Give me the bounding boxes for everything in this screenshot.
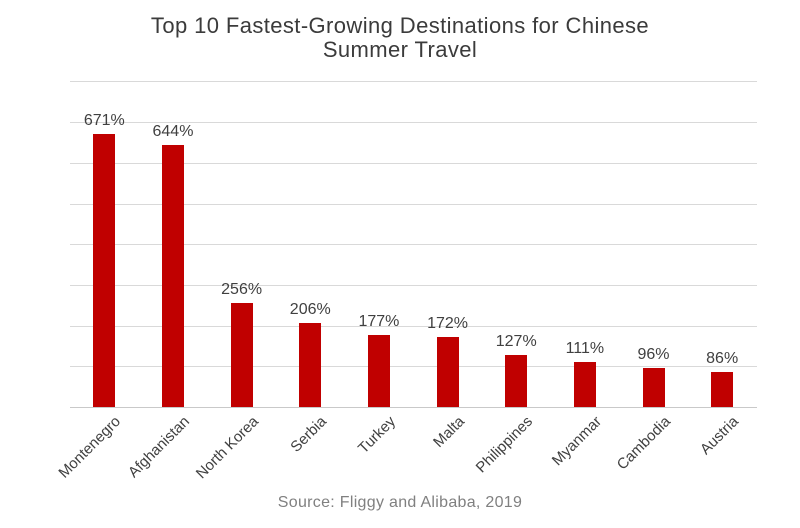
chart-title: Top 10 Fastest-Growing Destinations for … bbox=[0, 14, 800, 62]
bar-serbia bbox=[299, 323, 322, 407]
chart-title-line1: Top 10 Fastest-Growing Destinations for … bbox=[150, 13, 650, 38]
x-axis-line bbox=[70, 407, 757, 408]
gridline bbox=[70, 284, 757, 286]
value-label: 172% bbox=[427, 314, 469, 332]
gridline bbox=[70, 366, 757, 368]
bar-turkey bbox=[367, 334, 390, 407]
gridline bbox=[70, 244, 757, 246]
value-label: 256% bbox=[221, 280, 263, 298]
value-label: 177% bbox=[358, 312, 400, 330]
bar-myanmar bbox=[573, 361, 596, 407]
gridline bbox=[70, 162, 757, 164]
gridline bbox=[70, 122, 757, 124]
value-label: 206% bbox=[289, 301, 331, 319]
bar-austria bbox=[711, 371, 734, 407]
bar-montenegro bbox=[93, 133, 116, 407]
bar-malta bbox=[436, 336, 459, 407]
gridline bbox=[70, 81, 757, 83]
chart-title-line2: Summer Travel bbox=[322, 37, 478, 62]
bar-cambodia bbox=[642, 367, 665, 407]
value-label: 111% bbox=[565, 339, 605, 357]
bar-north-korea bbox=[230, 302, 253, 407]
source-caption: Source: Fliggy and Alibaba, 2019 bbox=[277, 494, 523, 511]
value-label: 96% bbox=[637, 345, 670, 363]
bar-philippines bbox=[505, 355, 528, 407]
gridline bbox=[70, 203, 757, 205]
gridline bbox=[70, 325, 757, 327]
value-label: 127% bbox=[495, 333, 537, 351]
value-label: 86% bbox=[706, 349, 739, 367]
bar-afghanistan bbox=[161, 144, 184, 407]
value-label: 644% bbox=[152, 122, 194, 140]
value-label: 671% bbox=[83, 111, 125, 129]
